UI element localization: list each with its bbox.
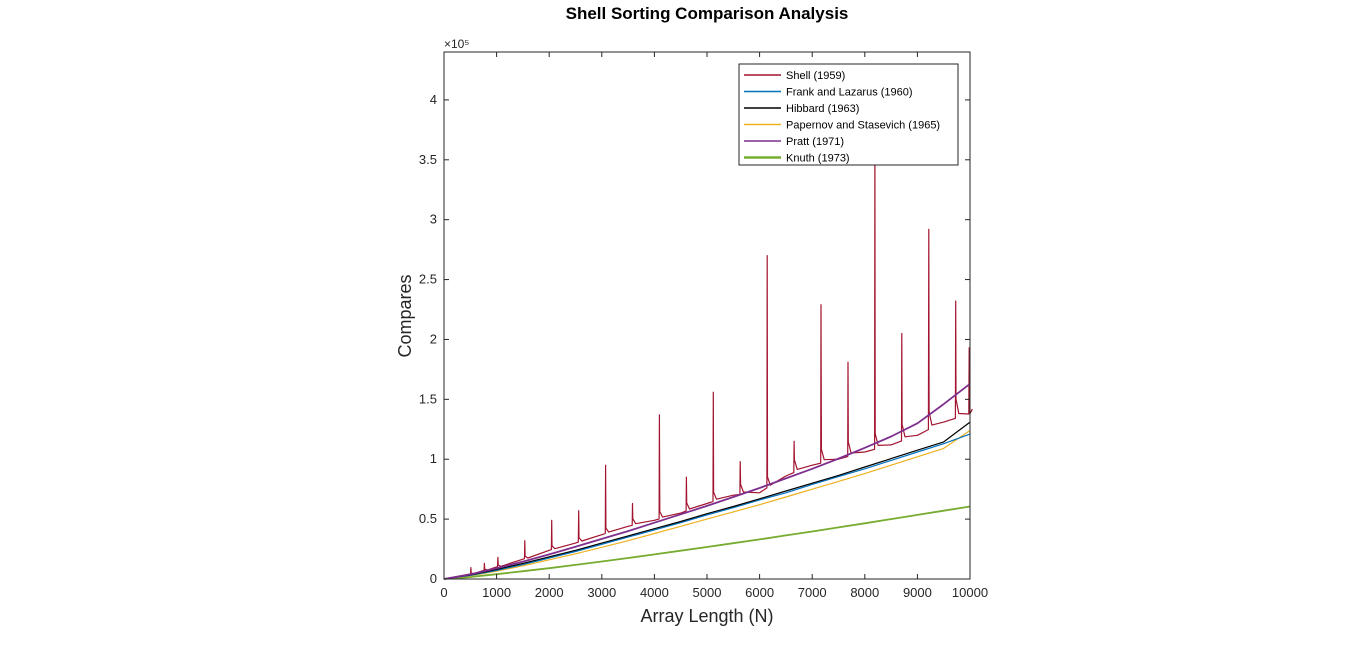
- x-tick-label: 2000: [535, 585, 564, 600]
- legend-label: Shell (1959): [786, 70, 845, 82]
- x-tick-label: 8000: [850, 585, 879, 600]
- legend-label: Pratt (1971): [786, 136, 844, 148]
- y-tick-label: 1: [430, 451, 437, 466]
- series-line: [443, 383, 971, 580]
- series-line: [443, 421, 971, 580]
- x-tick-label: 4000: [640, 585, 669, 600]
- x-tick-label: 6000: [745, 585, 774, 600]
- legend-label: Knuth (1973): [786, 153, 850, 165]
- series-line: [443, 430, 971, 580]
- legend-label: Papernov and Stasevich (1965): [786, 120, 940, 132]
- y-tick-label: 4: [430, 92, 437, 107]
- y-tick-label: 2: [430, 331, 437, 346]
- x-tick-label: 10000: [952, 585, 988, 600]
- y-tick-label: 0: [430, 571, 437, 586]
- x-tick-label: 0: [440, 585, 447, 600]
- legend-label: Hibbard (1963): [786, 103, 859, 115]
- chart-title: Shell Sorting Comparison Analysis: [566, 4, 849, 23]
- y-tick-label: 1.5: [419, 391, 437, 406]
- x-tick-label: 5000: [693, 585, 722, 600]
- legend: Shell (1959) Frank and Lazarus (1960) Hibb…: [738, 63, 959, 166]
- y-axis-label: Compares: [395, 274, 415, 357]
- x-tick-label: 3000: [587, 585, 616, 600]
- legend-items: Shell (1959) Frank and Lazarus (1960) Hibb…: [744, 70, 940, 165]
- series-line: [443, 433, 971, 580]
- y-tick-label: 3.5: [419, 152, 437, 167]
- y-exponent-label: ×10⁵: [444, 37, 469, 51]
- legend-box: [738, 63, 959, 166]
- y-tick-label: 3: [430, 212, 437, 227]
- series-line: [443, 142, 973, 580]
- series-layer: [443, 142, 973, 580]
- ticks-layer: 0 1000 2000 3000 4000 5000 6000 7000 8000 9000 100…: [419, 52, 988, 600]
- y-tick-label: 0.5: [419, 511, 437, 526]
- legend-label: Frank and Lazarus (1960): [786, 87, 913, 99]
- series-line: [443, 505, 971, 580]
- x-tick-label: 7000: [798, 585, 827, 600]
- x-tick-label: 9000: [903, 585, 932, 600]
- x-axis-label: Array Length (N): [640, 606, 773, 626]
- y-tick-label: 2.5: [419, 272, 437, 287]
- x-tick-label: 1000: [482, 585, 511, 600]
